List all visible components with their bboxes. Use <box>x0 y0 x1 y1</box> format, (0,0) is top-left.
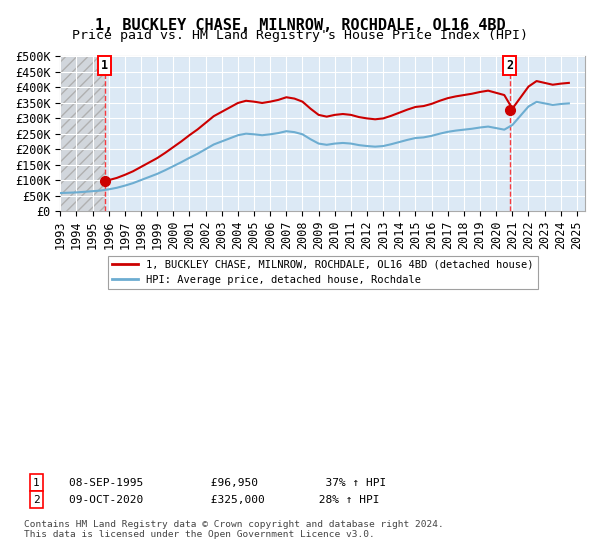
Text: 2: 2 <box>33 494 40 505</box>
Bar <box>61 57 105 211</box>
Legend: 1, BUCKLEY CHASE, MILNROW, ROCHDALE, OL16 4BD (detached house), HPI: Average pri: 1, BUCKLEY CHASE, MILNROW, ROCHDALE, OL1… <box>107 256 538 289</box>
Text: 08-SEP-1995          £96,950          37% ↑ HPI: 08-SEP-1995 £96,950 37% ↑ HPI <box>69 478 386 488</box>
Text: 1: 1 <box>101 59 109 72</box>
Text: 1, BUCKLEY CHASE, MILNROW, ROCHDALE, OL16 4BD: 1, BUCKLEY CHASE, MILNROW, ROCHDALE, OL1… <box>95 18 505 33</box>
Text: Contains HM Land Registry data © Crown copyright and database right 2024.
This d: Contains HM Land Registry data © Crown c… <box>24 520 444 539</box>
Text: 1: 1 <box>33 478 40 488</box>
Text: 2: 2 <box>506 59 513 72</box>
Text: Price paid vs. HM Land Registry's House Price Index (HPI): Price paid vs. HM Land Registry's House … <box>72 29 528 42</box>
Bar <box>61 57 105 211</box>
Text: 09-OCT-2020          £325,000        28% ↑ HPI: 09-OCT-2020 £325,000 28% ↑ HPI <box>69 494 380 505</box>
